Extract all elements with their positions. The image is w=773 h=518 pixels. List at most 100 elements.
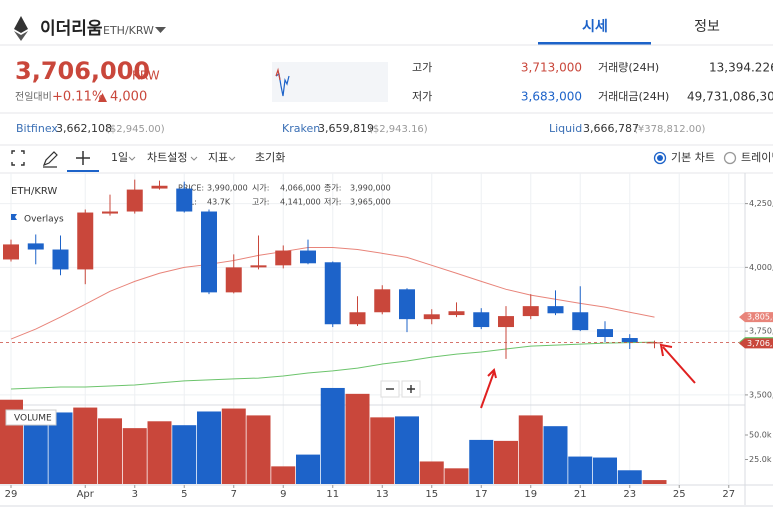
x-tick-label: 9 bbox=[280, 489, 286, 500]
zoom-out[interactable] bbox=[380, 380, 400, 398]
x-tick-label: Apr bbox=[77, 489, 95, 500]
tooltip-text: 고가: bbox=[252, 198, 269, 207]
candle-body bbox=[547, 306, 564, 314]
y-tick-label: 3,500,0 bbox=[749, 390, 773, 399]
annotation-arrow bbox=[480, 368, 497, 409]
x-tick-label: 19 bbox=[524, 489, 537, 500]
caret bbox=[228, 156, 236, 161]
tool-active bbox=[67, 170, 99, 172]
crosshair-icon[interactable] bbox=[76, 151, 90, 165]
candle-body bbox=[126, 189, 143, 212]
trade-value: 13,394.226 ETH bbox=[709, 61, 773, 75]
candle-body bbox=[374, 289, 391, 313]
annotation-arrow bbox=[659, 343, 696, 384]
tab[interactable]: 시세 bbox=[582, 19, 608, 35]
x-tick-label: 7 bbox=[231, 489, 237, 500]
price-unit: KRW bbox=[132, 69, 160, 83]
candle-body bbox=[225, 267, 242, 293]
menu[interactable]: 지표 bbox=[208, 151, 228, 164]
volume-bar bbox=[568, 456, 593, 484]
caret bbox=[128, 156, 136, 161]
volume-title-bg bbox=[5, 409, 57, 426]
reset[interactable]: 초기화 bbox=[255, 151, 285, 164]
candle-body bbox=[473, 312, 490, 328]
change-rate: +0.11% bbox=[52, 90, 104, 105]
stat-value: 3,683,000 bbox=[521, 90, 582, 104]
y-tick-label: 4,000,0 bbox=[749, 263, 773, 272]
tooltip-text: 3,965,000 bbox=[350, 198, 391, 207]
volume-bar bbox=[419, 461, 444, 484]
tooltip-text: 저가: bbox=[324, 198, 341, 207]
volume-bar bbox=[147, 421, 172, 484]
coin-dropdown[interactable] bbox=[155, 27, 166, 33]
radio[interactable] bbox=[653, 151, 667, 165]
x-tick-label: 15 bbox=[425, 489, 438, 500]
volume-bar bbox=[642, 480, 667, 484]
eth-logo bbox=[14, 16, 28, 33]
x-tick-label: 27 bbox=[722, 489, 735, 500]
candle-body bbox=[151, 185, 168, 189]
x-tick-label: 3 bbox=[132, 489, 138, 500]
x-tick-label: 5 bbox=[181, 489, 187, 500]
stat-value: 3,713,000 bbox=[521, 61, 582, 75]
candle-body bbox=[324, 262, 341, 325]
menu[interactable]: 차트설정 bbox=[147, 151, 187, 164]
price-tag-label: 3,706,00 bbox=[747, 339, 773, 348]
x-tick-label: 17 bbox=[475, 489, 488, 500]
y-tick-label: 3,750,0 bbox=[749, 327, 773, 336]
x-tick-label: 23 bbox=[623, 489, 636, 500]
candle-body bbox=[498, 316, 514, 328]
x-tick-label: 21 bbox=[574, 489, 587, 500]
mode[interactable]: 트레이딩뷰 bbox=[741, 151, 773, 164]
change-amount: 4,000 bbox=[110, 90, 147, 105]
stat-label: 저가 bbox=[412, 90, 432, 103]
candle-body bbox=[201, 211, 217, 293]
y-tick-label: 4,250,0 bbox=[749, 199, 773, 208]
tooltip-text: 4,066,000 bbox=[280, 184, 321, 193]
tooltip-text: 3,990,000 bbox=[207, 184, 248, 193]
sparkline-bg bbox=[272, 62, 388, 102]
tab-underline bbox=[538, 42, 651, 45]
radio[interactable] bbox=[723, 151, 737, 165]
candle-body bbox=[250, 265, 267, 268]
mode[interactable]: 기본 차트 bbox=[671, 151, 715, 164]
coin-pair: ETH/KRW bbox=[103, 24, 154, 37]
exchange-ref: ($2,943.16) bbox=[369, 124, 428, 135]
tab[interactable]: 정보 bbox=[694, 19, 720, 35]
period[interactable]: 1일 bbox=[111, 150, 128, 164]
x-tick-label: 25 bbox=[673, 489, 686, 500]
volume-bar bbox=[23, 414, 48, 484]
price-tag bbox=[739, 338, 773, 349]
candle-body bbox=[176, 188, 193, 212]
exchange-name: Bitfinex bbox=[16, 122, 58, 135]
candle-body bbox=[275, 250, 292, 266]
candle-body bbox=[27, 243, 44, 250]
exchange-price: 3,662,108 bbox=[56, 122, 112, 135]
volume-bar bbox=[494, 440, 518, 484]
volume-bar bbox=[370, 417, 395, 484]
exchange-ref: ($2,945.00) bbox=[106, 124, 165, 135]
candle-body bbox=[621, 338, 638, 343]
candle-body bbox=[597, 329, 613, 338]
tooltip-text: PRICE: bbox=[178, 184, 204, 193]
exchange-price: 3,659,819 bbox=[318, 122, 374, 135]
candle-body bbox=[522, 306, 539, 317]
volume-bar bbox=[221, 408, 246, 484]
trade-label: 거래대금(24H) bbox=[598, 90, 669, 103]
volume-bar bbox=[593, 457, 617, 484]
fullscreen-icon[interactable] bbox=[11, 150, 25, 166]
tooltip-text: 43.7K bbox=[207, 198, 231, 207]
volume-bar bbox=[543, 426, 568, 484]
overlays: Overlays bbox=[24, 215, 64, 225]
trade-label: 거래량(24H) bbox=[598, 61, 659, 74]
price-tag-label: 3,805,4 bbox=[747, 313, 773, 322]
draw-icon[interactable] bbox=[42, 151, 58, 168]
volume-bar bbox=[395, 416, 419, 484]
zoom-in[interactable] bbox=[401, 380, 421, 398]
up-arrow bbox=[98, 93, 107, 102]
candle-body bbox=[102, 211, 118, 214]
candle-body bbox=[646, 342, 663, 344]
tooltip-text: 4,141,000 bbox=[280, 198, 321, 207]
